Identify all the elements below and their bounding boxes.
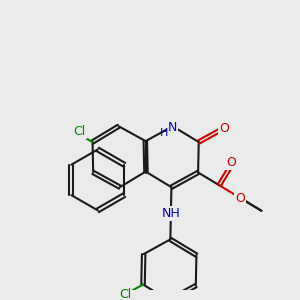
Text: H: H xyxy=(160,128,169,138)
Text: O: O xyxy=(226,156,236,169)
Text: Cl: Cl xyxy=(119,288,131,300)
Text: Cl: Cl xyxy=(74,125,86,138)
Text: O: O xyxy=(236,191,245,205)
Text: NH: NH xyxy=(161,207,180,220)
Text: N: N xyxy=(168,121,177,134)
Text: O: O xyxy=(219,122,229,135)
